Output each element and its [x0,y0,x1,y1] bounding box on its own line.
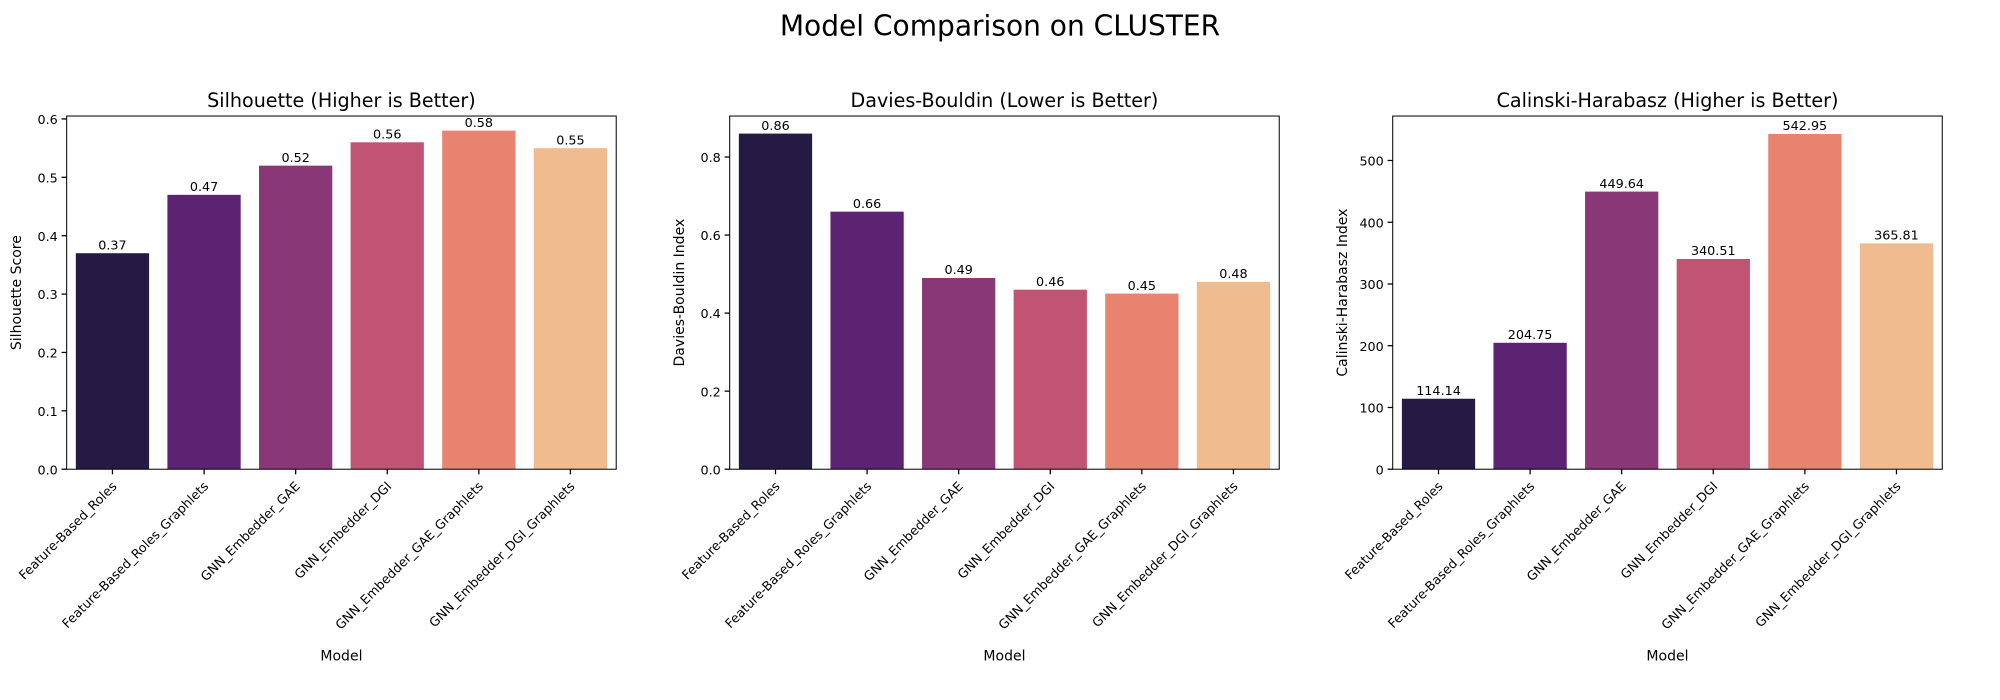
value-label: 114.14 [1416,384,1461,399]
y-tick-label: 0.6 [37,113,57,128]
x-tick-label: GNN_Embedder_GAE_Graphlets [1659,479,1813,633]
bar [259,165,333,470]
bar [167,194,241,470]
value-label: 449.64 [1599,177,1644,192]
bar [1859,243,1934,470]
x-tick-label: GNN_Embedder_GAE_Graphlets [333,479,487,633]
x-tick-label: Feature-Based_Roles [679,479,783,583]
y-tick-label: 0.3 [37,288,57,303]
value-label: 365.81 [1874,229,1919,244]
y-tick-label: 0.8 [700,151,720,166]
bar [1493,342,1567,470]
y-tick-label: 0 [1376,463,1384,478]
x-tick-label: Feature-Based_Roles_Graphlets [60,479,213,632]
bar [75,253,150,470]
x-tick-label: GNN_Embedder_GAE_Graphlets [996,479,1150,633]
y-tick-label: 0.4 [700,307,720,322]
x-tick-label: GNN_Embedder_DGI [1618,479,1721,582]
bar [1196,281,1271,470]
bar [1585,191,1659,470]
axes-frame [66,115,617,470]
x-axis-label: Model [983,648,1025,664]
x-tick-label: GNN_Embedder_DGI [292,479,395,582]
y-tick-label: 0.0 [37,463,57,478]
y-tick-label: 500 [1359,155,1383,170]
axes-frame [729,115,1280,470]
x-tick-label: GNN_Embedder_GAE [198,479,303,584]
bar [442,130,516,470]
y-tick-label: 0.2 [700,385,720,400]
x-axis-label: Model [1646,648,1688,664]
y-tick-label: 300 [1359,278,1383,293]
bar [1676,258,1750,470]
value-label: 0.66 [853,197,881,212]
x-tick-label: GNN_Embedder_DGI [955,479,1058,582]
y-axis-label: Silhouette Score [9,235,25,350]
value-label: 0.47 [190,180,218,195]
x-tick-label: Feature-Based_Roles_Graphlets [1386,479,1539,632]
bar [738,133,813,470]
value-label: 0.86 [761,119,789,134]
x-tick-label: GNN_Embedder_DGI_Graphlets [427,479,579,631]
value-label: 340.51 [1691,244,1736,259]
bar [533,148,608,470]
axes-title: Davies-Bouldin (Lower is Better) [851,89,1159,112]
y-tick-label: 0.0 [700,463,720,478]
value-label: 0.56 [373,127,401,142]
y-tick-label: 0.1 [37,405,57,420]
value-label: 542.95 [1783,119,1828,134]
axes-title: Silhouette (Higher is Better) [207,89,476,112]
x-tick-label: Feature-Based_Roles [1343,479,1447,583]
y-tick-label: 100 [1359,402,1383,417]
y-tick-label: 0.6 [700,229,720,244]
value-label: 0.37 [98,238,126,253]
x-tick-label: GNN_Embedder_GAE [1524,479,1629,584]
y-tick-label: 0.2 [37,347,57,362]
y-axis-label: Calinski-Harabasz Index [1335,209,1351,377]
y-axis-label: Davies-Bouldin Index [672,219,688,367]
x-axis-label: Model [320,648,362,664]
y-tick-label: 200 [1359,340,1383,355]
bar [830,211,904,470]
value-label: 204.75 [1508,328,1553,343]
bar [1401,398,1476,470]
value-label: 0.46 [1036,275,1064,290]
figure-title: Model Comparison on CLUSTER [780,10,1220,43]
value-label: 0.58 [465,116,493,131]
value-label: 0.52 [281,151,309,166]
x-tick-label: GNN_Embedder_GAE [861,479,966,584]
x-tick-label: Feature-Based_Roles_Graphlets [723,479,876,632]
axes-frame [1392,115,1943,470]
y-tick-label: 0.5 [37,171,57,186]
value-label: 0.48 [1219,267,1247,282]
bar [350,142,424,470]
bar [1013,289,1087,470]
x-tick-label: GNN_Embedder_DGI_Graphlets [1753,479,1905,631]
value-label: 0.55 [556,133,584,148]
value-label: 0.49 [944,263,972,278]
bar [1768,133,1842,470]
bar [922,277,996,470]
value-label: 0.45 [1128,279,1156,294]
y-tick-label: 0.4 [37,230,57,245]
x-tick-label: GNN_Embedder_DGI_Graphlets [1090,479,1242,631]
y-tick-label: 400 [1359,216,1383,231]
x-tick-label: Feature-Based_Roles [16,479,120,583]
axes-title: Calinski-Harabasz (Higher is Better) [1497,89,1839,112]
bar [1105,293,1179,470]
